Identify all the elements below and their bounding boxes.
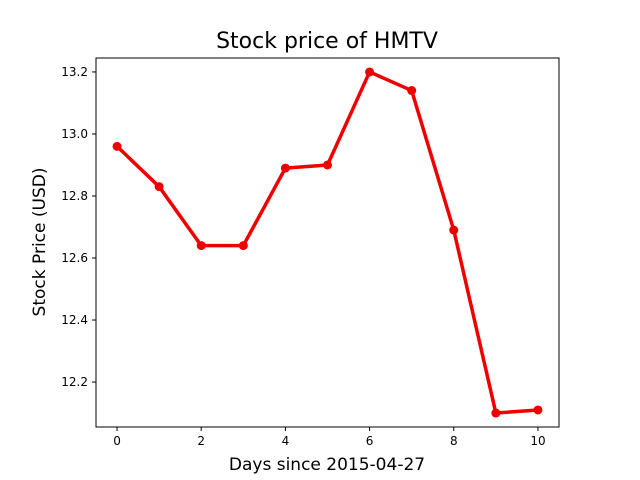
series-layer: [112, 67, 543, 418]
y-tick-label: 12.8: [61, 189, 88, 203]
y-tick-label: 12.6: [61, 251, 88, 265]
y-tick-label: 12.2: [61, 375, 88, 389]
chart-title: Stock price of HMTV: [216, 29, 438, 54]
data-point: [491, 408, 501, 418]
data-point: [112, 141, 122, 151]
data-point: [280, 163, 290, 173]
data-point: [196, 241, 206, 251]
data-point: [449, 225, 459, 235]
data-point: [238, 241, 248, 251]
data-point: [407, 86, 417, 96]
x-tick-label: 0: [113, 434, 121, 448]
x-tick-label: 10: [530, 434, 545, 448]
x-axis: 0 2 4 6 8 10: [113, 427, 546, 448]
y-axis: 12.2 12.4 12.6 12.8 13.0 13.2: [61, 65, 96, 389]
plot-frame: [95, 57, 560, 428]
y-tick-label: 12.4: [61, 313, 88, 327]
data-point: [365, 67, 375, 77]
x-tick-label: 8: [450, 434, 458, 448]
plot-area: [95, 57, 560, 428]
x-axis-label: Days since 2015-04-27: [229, 455, 425, 475]
x-tick-label: 4: [282, 434, 290, 448]
y-tick-label: 13.2: [61, 65, 88, 79]
y-axis-label: Stock Price (USD): [30, 168, 50, 317]
data-point: [323, 160, 332, 170]
data-point: [533, 405, 543, 415]
x-tick-label: 2: [197, 434, 205, 448]
y-tick-label: 13.0: [61, 127, 88, 141]
data-point: [154, 182, 164, 192]
x-tick-label: 6: [366, 434, 374, 448]
